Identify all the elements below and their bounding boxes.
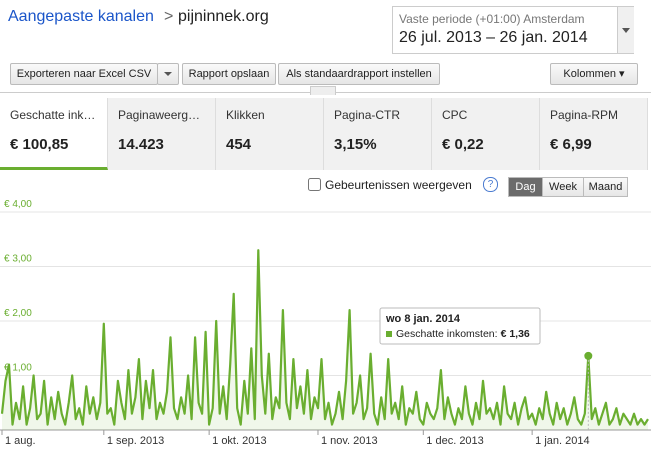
- metric-value: 454: [226, 136, 252, 153]
- metric-tile[interactable]: Pagina-RPM € 6,99: [540, 98, 648, 170]
- tooltip-label: Geschatte inkomsten: € 1,36: [396, 328, 530, 340]
- save-button[interactable]: Rapport opslaan: [182, 63, 276, 85]
- y-tick-label: € 4,00: [4, 199, 32, 210]
- granularity-button[interactable]: Maand: [583, 177, 628, 197]
- y-tick-label: € 1,00: [4, 363, 32, 374]
- metric-label: Klikken: [226, 108, 265, 122]
- metric-label: Pagina-RPM: [550, 108, 619, 122]
- granularity-button[interactable]: Week: [542, 177, 584, 197]
- collapse-handle[interactable]: [310, 86, 336, 95]
- period-range: 26 jul. 2013 – 26 jan. 2014: [399, 29, 588, 46]
- checkbox-label: Gebeurtenissen weergeven: [325, 178, 472, 192]
- site-name: pijninnek.org: [178, 8, 269, 25]
- help-text: ?: [487, 179, 494, 190]
- metric-value: € 100,85: [10, 136, 69, 153]
- metric-label: Paginaweerg…: [118, 108, 201, 122]
- button-label: Exporteren naar Excel CSV: [16, 68, 152, 80]
- export-button[interactable]: Exporteren naar Excel CSV: [10, 63, 158, 85]
- date-picker[interactable]: Vaste periode (+01:00) Amsterdam 26 jul.…: [392, 6, 634, 54]
- metric-value: 14.423: [118, 136, 164, 153]
- checkbox[interactable]: [308, 178, 321, 191]
- tooltip-value: € 1,36: [501, 328, 530, 340]
- tooltip-date: wo 8 jan. 2014: [385, 313, 461, 325]
- x-tick-label: 1 sep. 2013: [107, 435, 165, 447]
- x-tick-label: 1 dec. 2013: [426, 435, 484, 447]
- columns-button[interactable]: Kolommen ▾: [550, 63, 638, 85]
- y-tick-label: € 2,00: [4, 308, 32, 319]
- period-label: Vaste periode (+01:00) Amsterdam: [399, 12, 585, 26]
- granularity-button[interactable]: Dag: [508, 177, 543, 197]
- metric-value: € 0,22: [442, 136, 484, 153]
- x-tick-label: 1 okt. 2013: [212, 435, 266, 447]
- y-tick-label: € 3,00: [4, 254, 32, 265]
- separator: >: [164, 8, 174, 25]
- tooltip-series: Geschatte inkomsten:: [396, 328, 498, 340]
- metric-label: CPC: [442, 108, 468, 122]
- metric-tile[interactable]: Klikken 454: [216, 98, 324, 170]
- x-tick-label: 1 jan. 2014: [535, 435, 589, 447]
- x-tick-label: 1 aug.: [5, 435, 36, 447]
- metric-tile[interactable]: Pagina-CTR 3,15%: [324, 98, 432, 170]
- metric-tile[interactable]: CPC € 0,22: [432, 98, 540, 170]
- metric-value: 3,15%: [334, 136, 377, 153]
- tooltip-swatch: [386, 331, 392, 337]
- dropdown-arrow[interactable]: [617, 7, 634, 53]
- help-icon[interactable]: ?: [483, 177, 498, 192]
- metric-label: Geschatte ink…: [10, 108, 96, 122]
- events-toggle[interactable]: Gebeurtenissen weergeven: [308, 178, 472, 192]
- button-label: Rapport opslaan: [188, 68, 270, 80]
- x-tick-label: 1 nov. 2013: [321, 435, 378, 447]
- line: [0, 249, 649, 426]
- breadcrumb-link[interactable]: Aangepaste kanalen: [8, 8, 154, 25]
- hover-point: [584, 351, 593, 360]
- tooltip: wo 8 jan. 2014 Geschatte inkomsten: € 1,36: [379, 307, 541, 345]
- default-button[interactable]: Als standaardrapport instellen: [278, 63, 440, 85]
- chart: € 1,00 € 2,00 € 3,00 € 4,00 1 aug. 1 sep. 201…: [0, 199, 651, 447]
- tooltip-box: [379, 307, 541, 345]
- metric-tile[interactable]: Geschatte ink… € 100,85: [0, 98, 108, 170]
- metric-label: Pagina-CTR: [334, 108, 401, 122]
- button-label: Kolommen: [563, 68, 616, 80]
- metric-tile[interactable]: Paginaweerg… 14.423: [108, 98, 216, 170]
- metric-value: € 6,99: [550, 136, 592, 153]
- button-label: Als standaardrapport instellen: [286, 68, 432, 80]
- export-menu[interactable]: [157, 63, 179, 85]
